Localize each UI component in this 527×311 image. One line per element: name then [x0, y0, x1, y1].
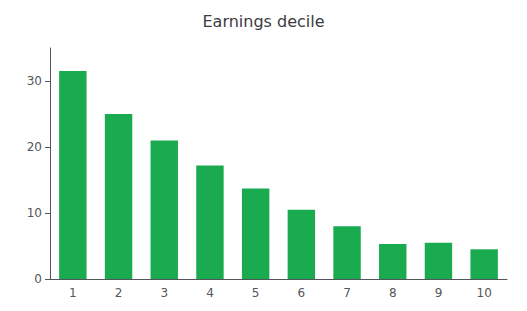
svg-text:8: 8	[389, 286, 397, 300]
svg-text:1: 1	[69, 286, 77, 300]
svg-text:2: 2	[115, 286, 123, 300]
svg-text:9: 9	[435, 286, 443, 300]
svg-text:4: 4	[206, 286, 214, 300]
svg-text:20: 20	[27, 140, 42, 154]
svg-text:3: 3	[160, 286, 168, 300]
svg-text:Earnings decile: Earnings decile	[202, 12, 324, 31]
svg-text:0: 0	[34, 272, 42, 286]
svg-text:10: 10	[27, 206, 42, 220]
svg-text:7: 7	[343, 286, 351, 300]
svg-text:10: 10	[477, 286, 492, 300]
svg-text:6: 6	[298, 286, 306, 300]
svg-text:30: 30	[27, 74, 42, 88]
svg-text:5: 5	[252, 286, 260, 300]
